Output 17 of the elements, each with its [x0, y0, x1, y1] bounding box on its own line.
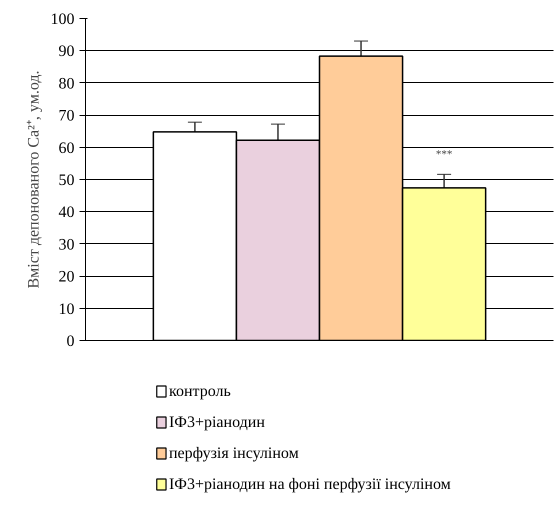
y-tick-label: 0 — [66, 333, 74, 350]
legend-label: ІФ3+ріанодин на фоні перфузії інсуліном — [168, 476, 451, 493]
y-tick-label: 20 — [58, 268, 74, 286]
y-tick-label: 10 — [58, 300, 74, 318]
y-tick-label: 60 — [58, 140, 74, 157]
legend-label: перфузія інсуліном — [168, 445, 299, 462]
legend-label: ІФ3+ріанодин — [168, 414, 266, 431]
annotation: *** — [436, 148, 452, 160]
legend-label: контроль — [168, 383, 231, 400]
y-axis-title: Вміст депонованого Ca²⁺, ум.од. — [26, 70, 42, 289]
y-tick-label: 100 — [50, 11, 74, 28]
y-tick-label: 70 — [58, 108, 74, 125]
y-tick-label: 40 — [58, 204, 74, 222]
y-tick-label: 90 — [58, 43, 74, 60]
y-tick-label: 80 — [58, 75, 74, 92]
y-tick-label: 50 — [58, 172, 74, 189]
y-tick-label: 30 — [58, 236, 74, 254]
